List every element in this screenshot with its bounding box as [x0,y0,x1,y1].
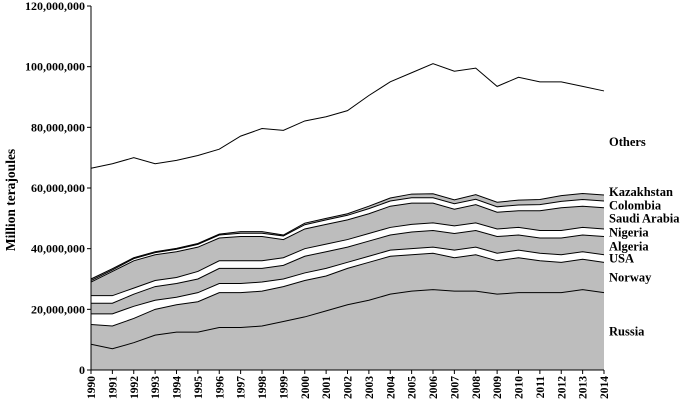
area-russia [91,289,604,370]
x-tick-label: 2000 [300,376,312,399]
line-algeria [91,229,605,304]
y-tick-label: 80,000,000 [31,120,85,134]
x-tick-label: 2002 [343,376,355,399]
x-tick-labels: 1990 1991 1992 1993 1994 1995 1996 1997 1998 1999… [86,370,611,399]
series-line-layer [90,63,605,350]
area-saudi-arabia [91,203,604,296]
x-tick-label: 1994 [172,376,184,399]
series-label-colombia: Colombia [609,198,662,212]
series-label-nigeria: Nigeria [609,226,649,240]
area-others [91,63,604,279]
area-norway [91,253,604,349]
x-tick-label: 1996 [214,376,226,399]
series-label-saudi-arabia: Saudi Arabia [609,211,680,225]
series-label-kazakhstan: Kazakhstan [609,185,673,199]
x-tick-label: 2009 [492,376,504,399]
y-tick-label: 0 [79,363,85,377]
x-tick-label: 1995 [193,376,205,399]
x-tick-label: 1999 [278,376,290,399]
area-kazakhstan [91,193,604,281]
series-label-others: Others [609,135,646,149]
x-tick-label: 2001 [321,376,333,399]
y-tick-label: 20,000,000 [31,302,85,316]
x-tick-label: 2010 [514,376,526,399]
x-tick-label: 1990 [86,376,98,399]
x-tick-label: 1991 [107,376,119,399]
y-tick-label: 60,000,000 [31,181,85,195]
x-tick-label: 2007 [449,376,461,399]
x-tick-label: 2005 [407,376,419,399]
line-norway [90,252,605,327]
y-tick-labels: 0 20,000,000 40,000,000 60,000,000 80,000,00… [25,0,91,377]
y-tick-label: 40,000,000 [31,242,85,256]
line-russia [90,289,605,350]
y-axis-label: Million terajoules [3,149,18,251]
area-colombia [91,197,604,283]
line-saudi-arabia [90,202,605,283]
x-tick-label: 1998 [257,376,269,399]
series-label-usa: USA [609,252,634,266]
series-label-russia: Russia [609,324,645,338]
area-usa [91,247,604,327]
x-tick-label: 1992 [129,376,141,399]
x-tick-label: 2008 [471,376,483,399]
x-tick-label: 1997 [236,376,248,399]
y-tick-label: 100,000,000 [25,60,85,74]
x-tick-label: 2013 [578,376,590,399]
x-tick-label: 2012 [556,376,568,399]
x-tick-label: 2011 [535,376,547,399]
x-tick-label: 2003 [364,376,376,399]
x-tick-label: 1993 [150,376,162,399]
line-usa [91,246,605,315]
line-colombia [90,197,605,281]
y-tick-label: 120,000,000 [25,0,85,13]
line-nigeria [91,222,605,297]
series-label-algeria: Algeria [609,240,649,254]
series-label-norway: Norway [609,270,652,284]
line-others [90,63,605,169]
x-tick-label: 2006 [428,376,440,399]
x-tick-label: 2004 [385,376,397,399]
x-tick-label: 2014 [599,376,611,399]
line-kazakhstan [90,192,605,280]
area-layer [91,63,604,370]
